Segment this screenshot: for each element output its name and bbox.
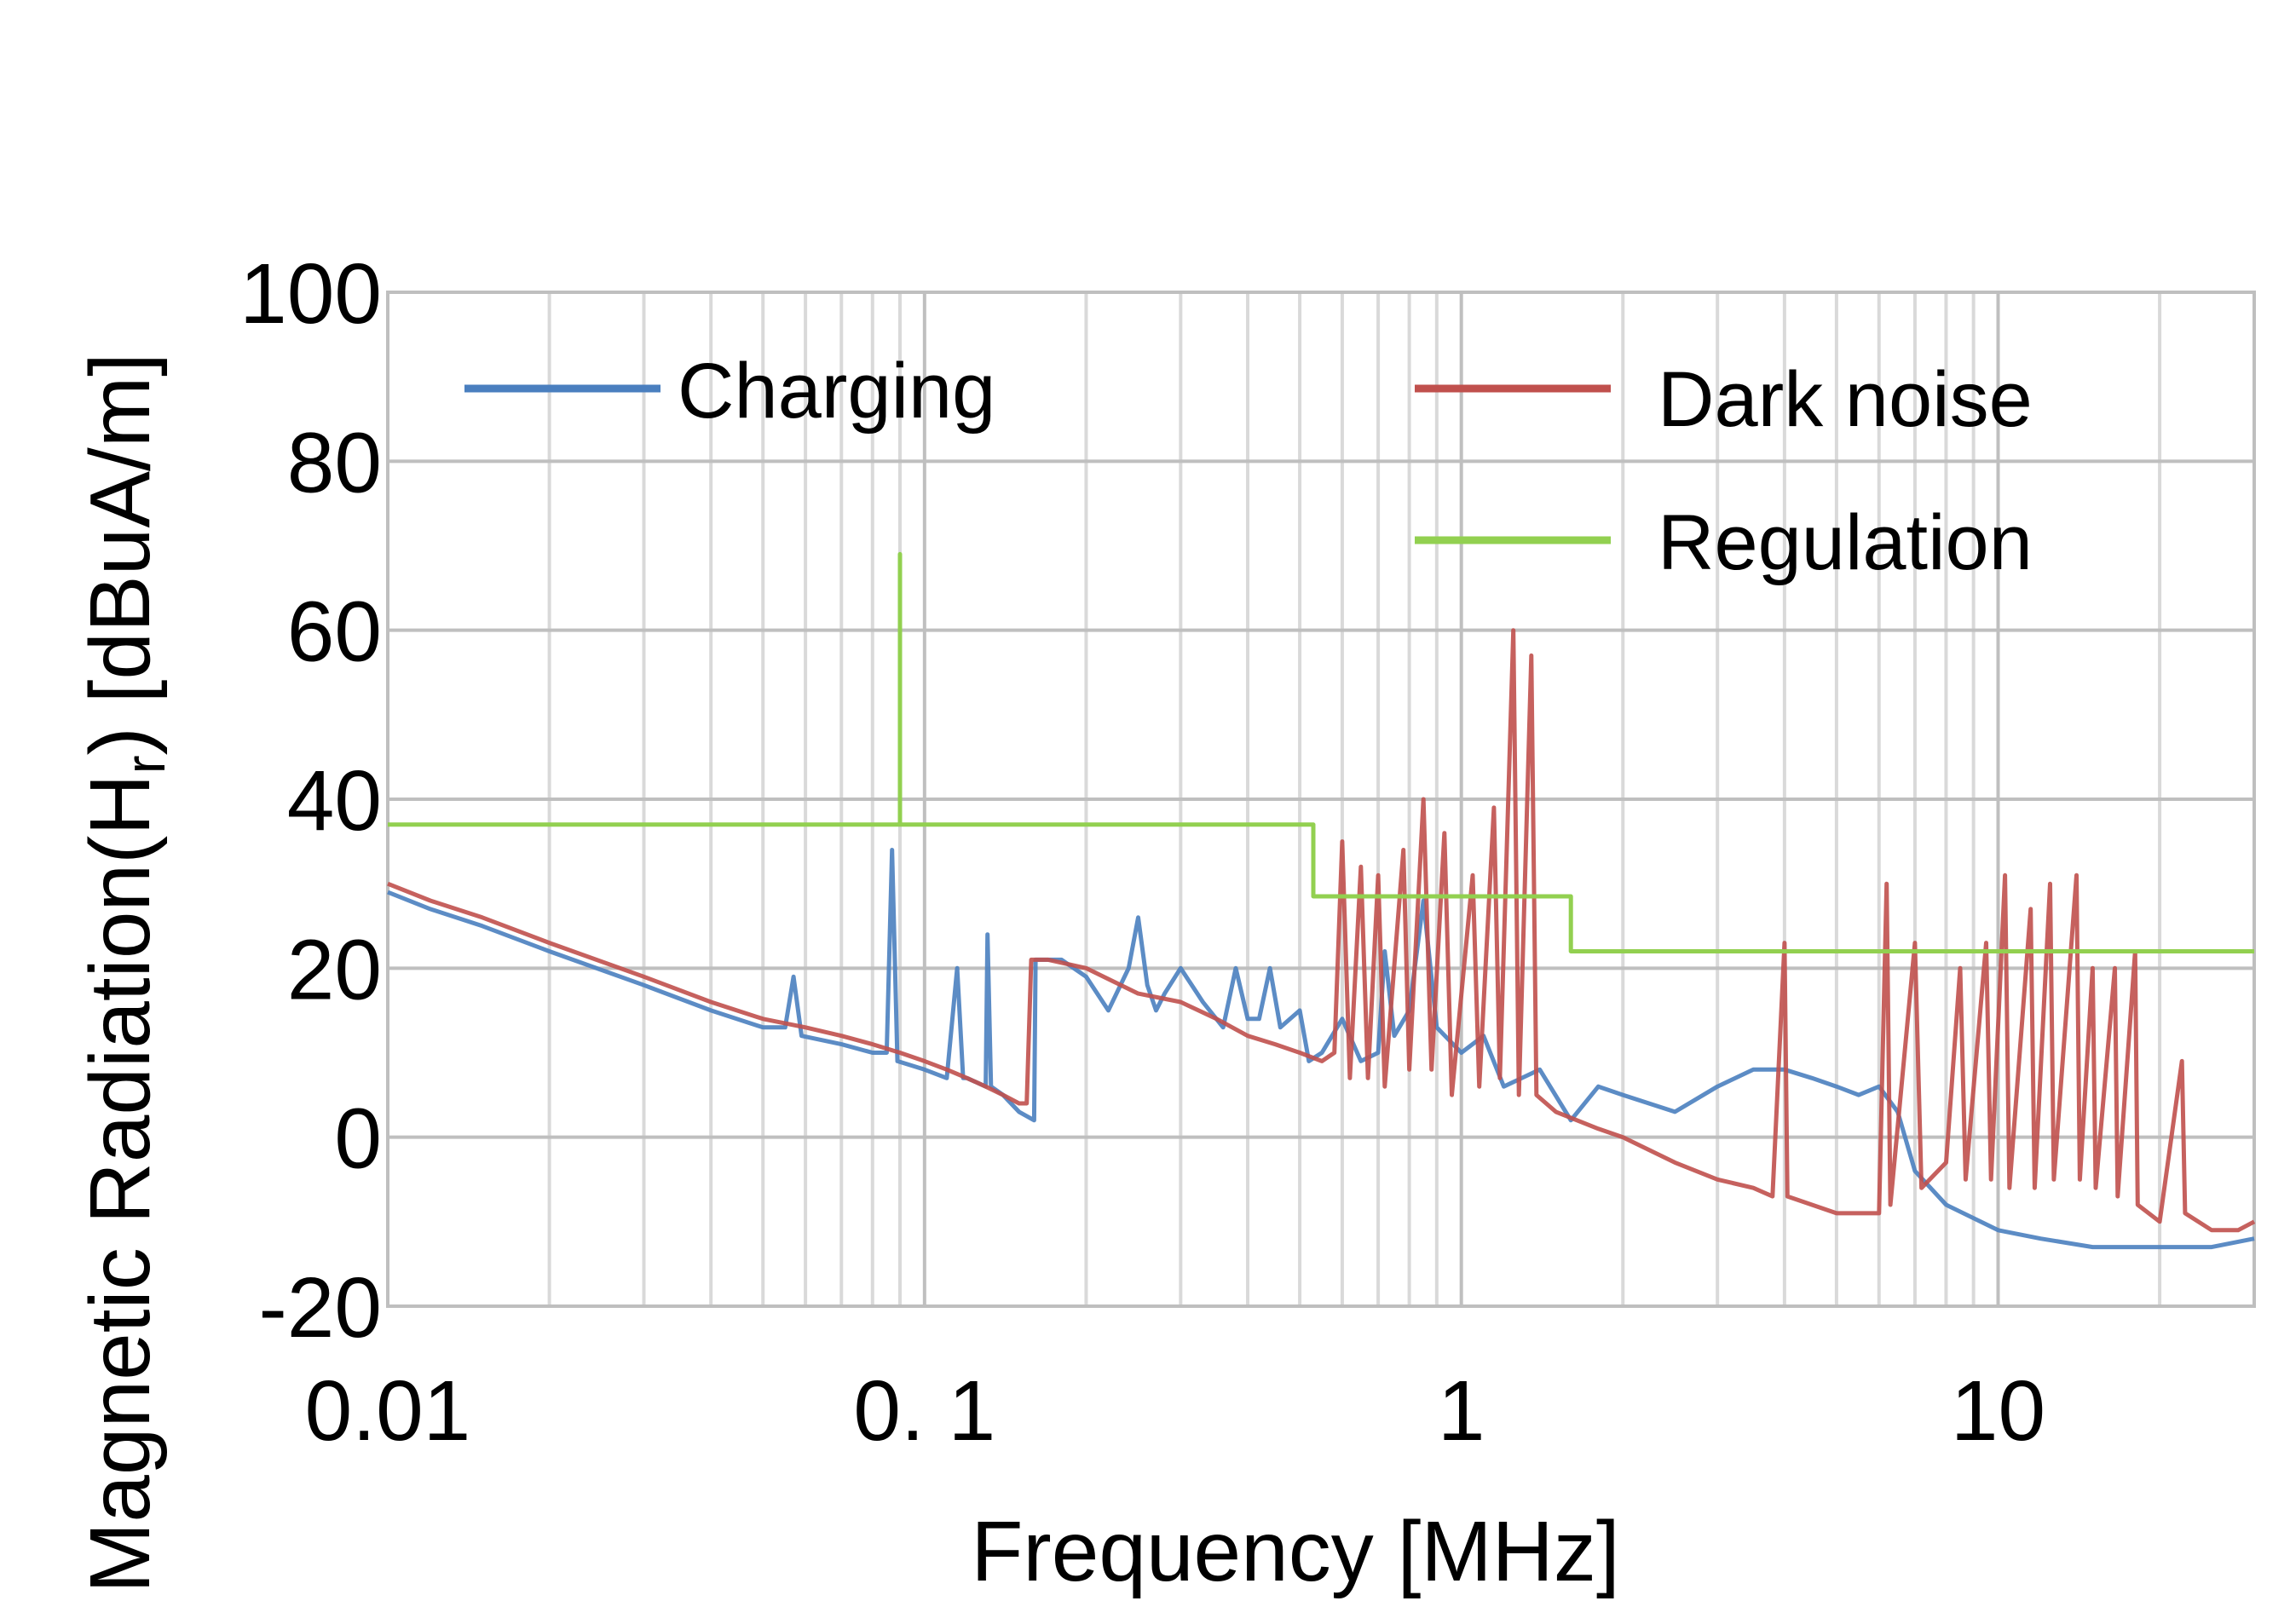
plot-frame [386,291,2256,1308]
series-line-charging [387,848,2255,1250]
y-axis-title-main: Magnetic Radiation(H [72,774,168,1593]
x-axis-title: Frequency [MHz] [971,1504,1619,1599]
y-tick-label: 40 [287,753,382,849]
x-tick-label: 10 [1951,1363,2045,1459]
legend-label-regulation: Regulation [1658,499,2033,586]
x-tick-label: 0.01 [305,1363,471,1459]
y-tick-label: -20 [258,1260,382,1356]
y-tick-labels: 100 80 60 40 20 0 -20 [239,246,382,1356]
series-layer [387,551,2256,1250]
y-tick-label: 20 [287,922,382,1017]
legend-label-charging: Charging [678,348,995,435]
legend-label-dark-noise: Dark noise [1658,356,2033,443]
x-tick-label: 0. 1 [853,1363,995,1459]
series-line-dark-noise [387,628,2256,1233]
x-tick-label: 1 [1438,1363,1485,1459]
y-tick-label: 80 [287,415,382,510]
legend: Charging Dark noise Regulation [464,348,2033,586]
y-axis-title: Magnetic Radiation(Hr) [dBuA/m] [72,353,176,1593]
y-tick-label: 60 [287,585,382,680]
y-tick-label: 100 [239,246,382,342]
x-tick-labels: 0.01 0. 1 1 10 [305,1363,2045,1459]
series-line-regulation [388,551,2254,953]
y-axis-title-end: ) [dBuA/m] [72,353,168,755]
y-tick-label: 0 [334,1091,382,1187]
y-axis-title-subscript: r [113,755,176,774]
